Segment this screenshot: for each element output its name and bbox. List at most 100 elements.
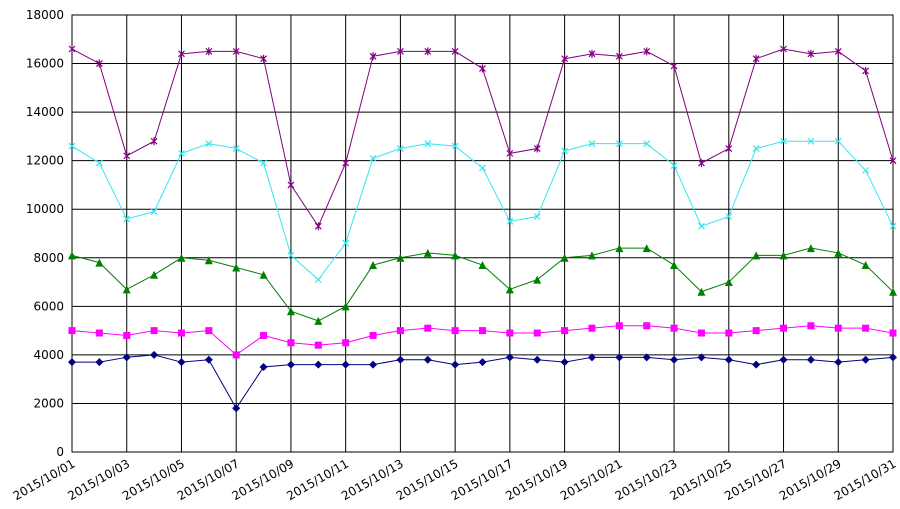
marker [861,355,870,364]
marker [178,49,185,58]
marker [807,49,815,58]
marker [260,159,267,167]
marker [478,261,487,270]
marker [341,360,350,369]
marker [615,322,623,330]
marker [752,327,760,335]
marker [478,358,487,367]
marker [533,329,541,337]
marker [697,353,706,362]
marker [95,358,104,367]
marker [232,351,240,359]
marker [862,66,870,75]
y-tick-label: 18000 [26,8,64,22]
marker [451,360,460,369]
marker [369,331,377,339]
marker [834,248,843,257]
marker [205,47,213,56]
marker [807,322,815,330]
marker [232,404,241,413]
marker [506,149,514,158]
marker [779,355,788,364]
marker [505,285,514,294]
marker [68,327,76,335]
y-tick-label: 14000 [26,105,64,119]
marker [615,52,623,61]
marker [396,47,404,56]
marker [342,339,350,347]
marker [479,327,486,335]
plot-area [71,14,894,453]
marker [424,47,432,56]
marker [670,261,679,270]
marker [561,327,569,335]
marker [123,151,131,160]
marker [314,276,322,284]
marker [479,164,486,172]
marker [423,248,432,257]
marker [68,142,76,150]
marker [451,327,459,335]
marker [533,355,542,364]
marker [232,263,241,272]
marker [752,145,760,152]
marker [122,285,131,294]
marker [396,253,405,262]
marker [95,258,104,267]
y-tick-label: 4000 [33,348,64,362]
marker [341,302,350,311]
marker [342,239,350,247]
marker [150,208,158,216]
marker [287,180,295,189]
marker [889,329,897,337]
marker [889,222,897,230]
marker [725,213,733,220]
marker [205,327,213,335]
marker [806,355,815,364]
marker [177,329,185,337]
marker [369,261,378,270]
marker [260,54,267,63]
y-tick-label: 6000 [33,299,64,313]
marker [587,251,596,260]
marker [670,61,678,70]
marker [123,331,131,339]
marker [643,140,651,148]
marker [424,140,432,148]
marker [205,140,213,148]
marker [259,363,268,372]
marker [779,251,788,260]
y-tick-label: 8000 [33,251,64,265]
marker [588,324,596,332]
marker [670,324,678,332]
marker [615,353,624,362]
y-tick-label: 16000 [26,57,64,71]
marker [423,355,432,364]
marker [752,360,761,369]
marker [561,147,569,155]
marker [725,329,733,337]
marker [698,159,705,168]
marker [698,222,705,230]
marker [68,358,76,367]
marker [697,287,706,296]
marker [588,49,596,58]
marker [752,54,760,63]
marker [369,52,377,61]
marker [533,213,541,220]
marker [834,324,842,332]
marker [780,324,788,332]
marker [588,140,596,148]
marker [615,140,623,148]
marker [177,358,186,367]
marker [889,287,897,296]
marker [232,145,240,152]
marker [122,353,131,362]
marker [232,47,240,56]
marker [505,353,514,362]
marker [861,261,870,270]
marker [150,350,159,359]
marker [561,54,569,63]
marker [396,355,405,364]
